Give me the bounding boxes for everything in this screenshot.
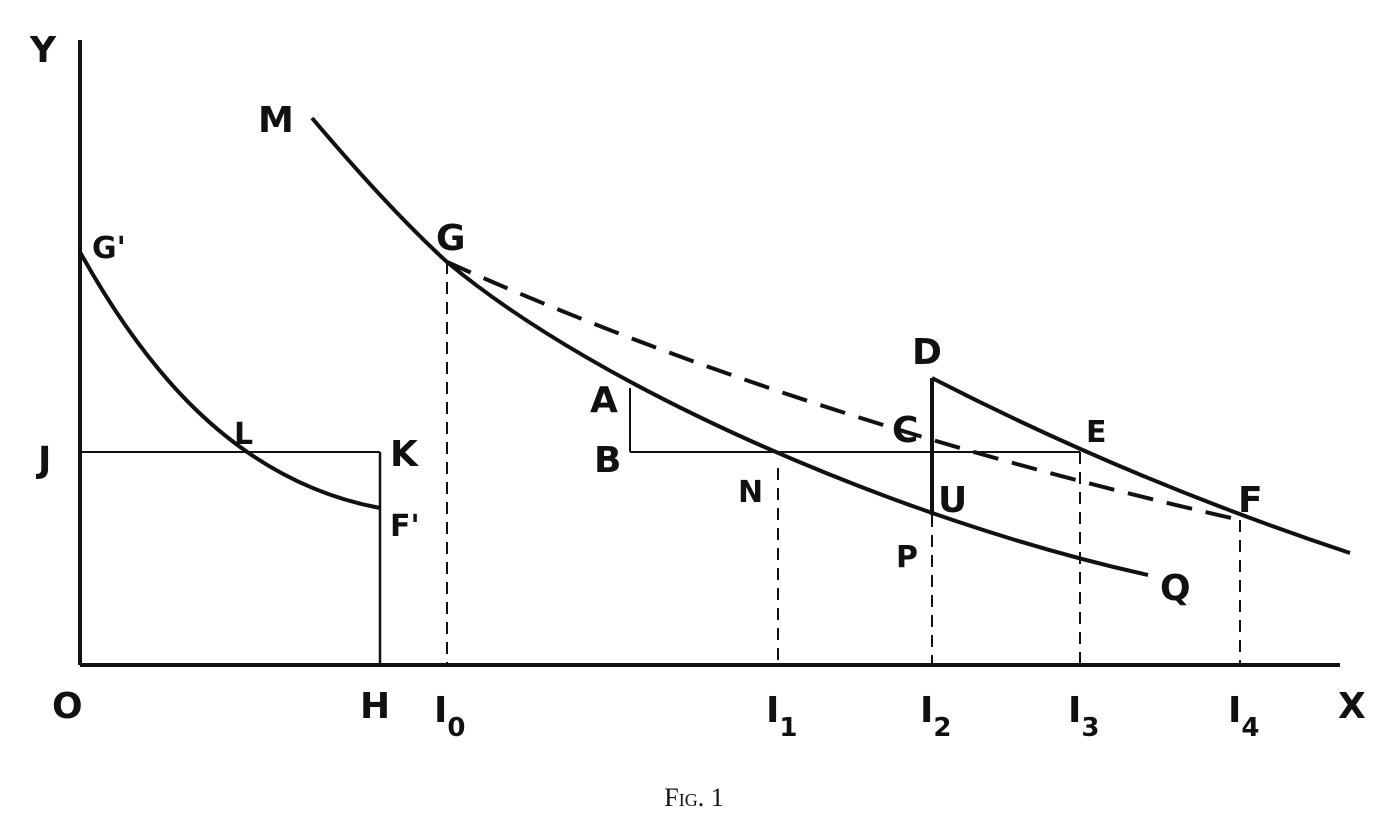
income-label-sub: 3 bbox=[1081, 713, 1099, 743]
label: M bbox=[258, 100, 294, 141]
label: C bbox=[892, 410, 918, 451]
label: A bbox=[590, 380, 618, 421]
income-label-main: I bbox=[766, 690, 779, 731]
label: K bbox=[390, 434, 419, 475]
income-label: I4 bbox=[1228, 690, 1260, 743]
label: N bbox=[738, 475, 763, 510]
income-label-main: I bbox=[920, 690, 933, 731]
label: G' bbox=[92, 231, 126, 266]
income-label: I0 bbox=[434, 690, 466, 743]
label: Y bbox=[29, 30, 57, 71]
curve-g-prime-f-prime bbox=[78, 251, 381, 510]
income-label: I3 bbox=[1068, 690, 1100, 743]
income-label: I1 bbox=[766, 690, 798, 743]
label: J bbox=[35, 440, 51, 481]
income-label-sub: 2 bbox=[933, 713, 951, 743]
label: B bbox=[594, 440, 621, 481]
income-label-main: I bbox=[1068, 690, 1081, 731]
label: G bbox=[436, 218, 466, 259]
dashed-verticals bbox=[446, 262, 1241, 665]
label: X bbox=[1338, 686, 1366, 727]
curve-def bbox=[931, 376, 1351, 555]
income-label: I2 bbox=[920, 690, 952, 743]
label: U bbox=[938, 480, 967, 521]
income-label-sub: 1 bbox=[779, 713, 797, 743]
income-label-main: I bbox=[1228, 690, 1241, 731]
label: F bbox=[1238, 480, 1263, 521]
label: D bbox=[912, 332, 942, 373]
label: H bbox=[360, 686, 390, 727]
dashed-curve-gf bbox=[446, 260, 1241, 522]
income-label-sub: 0 bbox=[447, 713, 465, 743]
income-label-sub: 4 bbox=[1241, 713, 1259, 743]
income-label-main: I bbox=[434, 690, 447, 731]
label: L bbox=[234, 417, 253, 452]
curve-mq bbox=[310, 116, 1149, 577]
label: E bbox=[1086, 415, 1107, 450]
caption: Fig. 1 bbox=[664, 783, 723, 812]
label: P bbox=[896, 540, 918, 575]
label: O bbox=[52, 686, 83, 727]
label: Q bbox=[1160, 568, 1191, 609]
label: F' bbox=[390, 509, 420, 544]
